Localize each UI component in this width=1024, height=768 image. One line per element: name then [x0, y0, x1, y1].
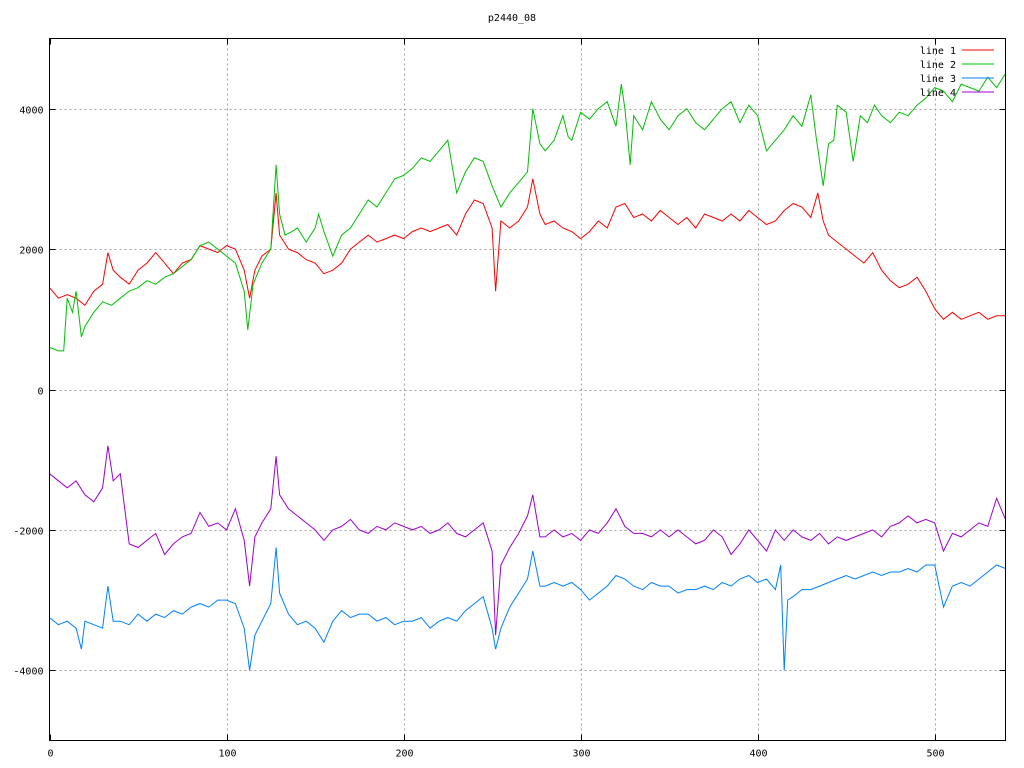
series-line-3: [49, 547, 1006, 671]
plot-frame: [49, 38, 1006, 741]
series-lines: [49, 73, 1006, 671]
y-tick-label: -4000: [13, 667, 43, 678]
tick-labels: 0 100 200 300 400 500 -4000 -2000 0 2000 4000: [13, 106, 944, 760]
series-line-4: [49, 445, 1006, 636]
y-tick-label: -2000: [13, 527, 43, 538]
legend-label: line 2: [920, 60, 956, 71]
grid-lines: [49, 38, 1006, 741]
legend-label: line 1: [920, 46, 956, 57]
x-tick-label: 300: [572, 749, 590, 760]
x-tick-label: 400: [749, 749, 767, 760]
legend-label: line 3: [920, 74, 956, 85]
y-tick-label: 2000: [19, 246, 43, 257]
series-line-2: [49, 73, 1006, 352]
y-tick-label: 0: [37, 387, 43, 398]
legend-label: line 4: [920, 88, 956, 99]
x-tick-label: 0: [47, 749, 53, 760]
x-tick-label: 200: [395, 749, 413, 760]
x-tick-label: 100: [218, 749, 236, 760]
x-tick-label: 500: [926, 749, 944, 760]
axis-ticks: [49, 38, 1006, 741]
legend: line 1 line 2 line 3 line 4: [920, 46, 994, 99]
y-tick-label: 4000: [19, 106, 43, 117]
series-line-1: [49, 178, 1006, 320]
chart-title: p2440_08: [488, 13, 536, 24]
